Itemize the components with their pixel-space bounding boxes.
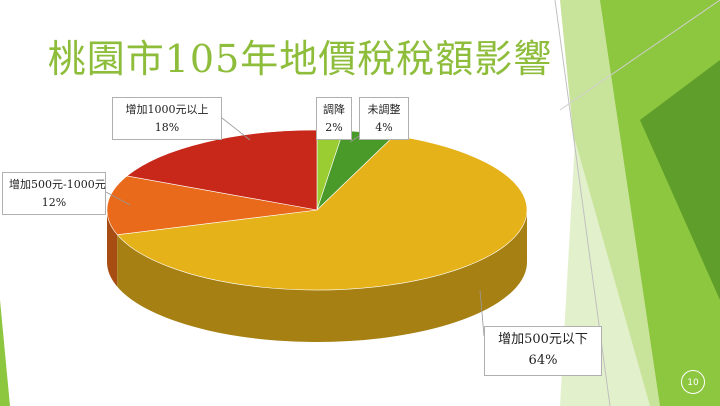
decor-line-2 (559, 0, 720, 111)
leader-line-3 (105, 191, 131, 206)
slice-label: 調降 (323, 103, 345, 116)
callout-decrease: 調降 2% (316, 97, 352, 141)
callout-500-1000: 增加500元-1000元 12% (2, 172, 106, 216)
pie-chart (105, 117, 528, 342)
slice-value: 4% (375, 120, 393, 134)
page-number: 10 (681, 370, 705, 394)
leader-line-4 (479, 289, 485, 337)
decor-left-sliver (0, 300, 10, 406)
slice-value: 18% (154, 120, 180, 134)
slice-label: 未調整 (367, 103, 401, 116)
slice-label: 增加1000元以上 (125, 103, 209, 116)
slice-value: 12% (41, 195, 67, 209)
pie-slice-增加500元以下 (116, 135, 528, 291)
pie-slice-增加500元-1000元 (106, 175, 318, 236)
leader-line-2 (221, 117, 251, 141)
callout-unchanged: 未調整 4% (359, 97, 409, 141)
pie-slice-增加1000元以上 (126, 129, 318, 211)
slice-label: 增加500元以下 (498, 332, 588, 347)
page-title: 桃園市105年地價稅稅額影響 (47, 37, 553, 81)
callout-1000-plus: 增加1000元以上 18% (112, 97, 222, 141)
pie-side-增加500元-1000元 (107, 210, 118, 287)
callout-under-500: 增加500元以下 64% (484, 326, 602, 376)
decor-triangle-dark (640, 60, 720, 300)
slice-value: 2% (325, 120, 343, 134)
slice-value: 64% (528, 352, 558, 368)
pie-side-增加500元以下 (117, 210, 527, 342)
slice-label: 增加500元-1000元 (9, 178, 106, 191)
